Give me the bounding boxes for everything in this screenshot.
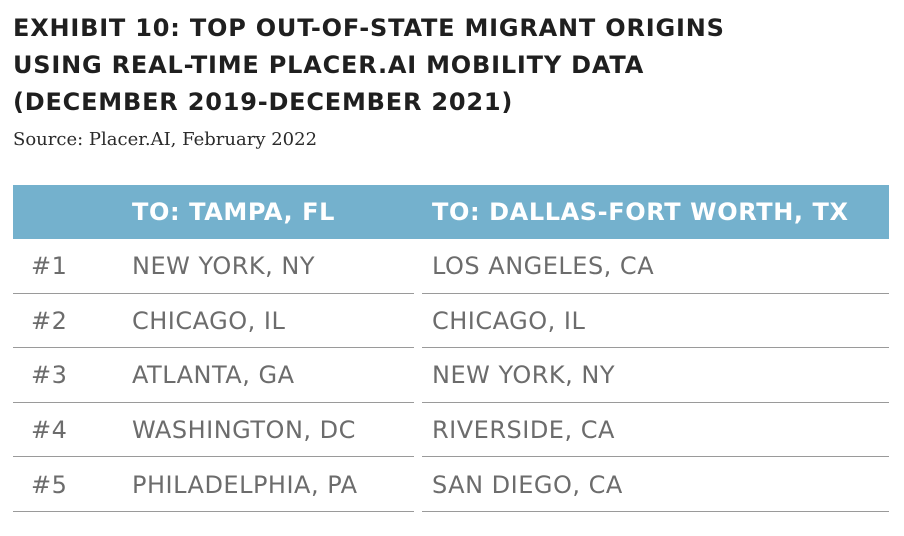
row-divider	[13, 347, 414, 349]
exhibit-title-line-2: USING REAL-TIME PLACER.AI MOBILITY DATA	[13, 51, 645, 79]
row-divider	[422, 347, 889, 349]
tampa-origin-cell: NEW YORK, NY	[132, 252, 315, 281]
table-row: #4 WASHINGTON, DC RIVERSIDE, CA	[13, 403, 889, 458]
column-header-dallas: TO: DALLAS-FORT WORTH, TX	[432, 198, 849, 226]
row-divider	[422, 401, 889, 403]
table-row: #1 NEW YORK, NY LOS ANGELES, CA	[13, 239, 889, 294]
row-divider	[13, 401, 414, 403]
column-header-tampa: TO: TAMPA, FL	[132, 198, 336, 226]
row-divider	[13, 292, 414, 294]
dallas-origin-cell: SAN DIEGO, CA	[432, 470, 623, 499]
tampa-origin-cell: ATLANTA, GA	[132, 361, 295, 390]
dallas-origin-cell: NEW YORK, NY	[432, 361, 615, 390]
source-note: Source: Placer.AI, February 2022	[13, 129, 318, 150]
row-divider	[422, 292, 889, 294]
exhibit-title: EXHIBIT 10: TOP OUT-OF-STATE MIGRANT ORI…	[13, 10, 893, 121]
exhibit-title-line-1: EXHIBIT 10: TOP OUT-OF-STATE MIGRANT ORI…	[13, 14, 725, 42]
row-divider	[13, 510, 414, 512]
rank-cell: #4	[31, 416, 68, 445]
table-row: #5 PHILADELPHIA, PA SAN DIEGO, CA	[13, 457, 889, 512]
rank-cell: #1	[31, 252, 68, 281]
row-divider	[422, 510, 889, 512]
rank-cell: #3	[31, 361, 68, 390]
dallas-origin-cell: LOS ANGELES, CA	[432, 252, 655, 281]
rank-cell: #5	[31, 470, 68, 499]
row-divider	[13, 456, 414, 458]
dallas-origin-cell: RIVERSIDE, CA	[432, 416, 615, 445]
table-header-row: TO: TAMPA, FL TO: DALLAS-FORT WORTH, TX	[13, 185, 889, 239]
tampa-origin-cell: PHILADELPHIA, PA	[132, 470, 358, 499]
tampa-origin-cell: WASHINGTON, DC	[132, 416, 356, 445]
table-row: #3 ATLANTA, GA NEW YORK, NY	[13, 348, 889, 403]
row-divider	[422, 456, 889, 458]
dallas-origin-cell: CHICAGO, IL	[432, 306, 586, 335]
migrant-origins-table: TO: TAMPA, FL TO: DALLAS-FORT WORTH, TX …	[13, 185, 889, 512]
table-row: #2 CHICAGO, IL CHICAGO, IL	[13, 294, 889, 349]
rank-cell: #2	[31, 306, 68, 335]
tampa-origin-cell: CHICAGO, IL	[132, 306, 286, 335]
exhibit-title-line-3: (DECEMBER 2019-DECEMBER 2021)	[13, 88, 514, 116]
